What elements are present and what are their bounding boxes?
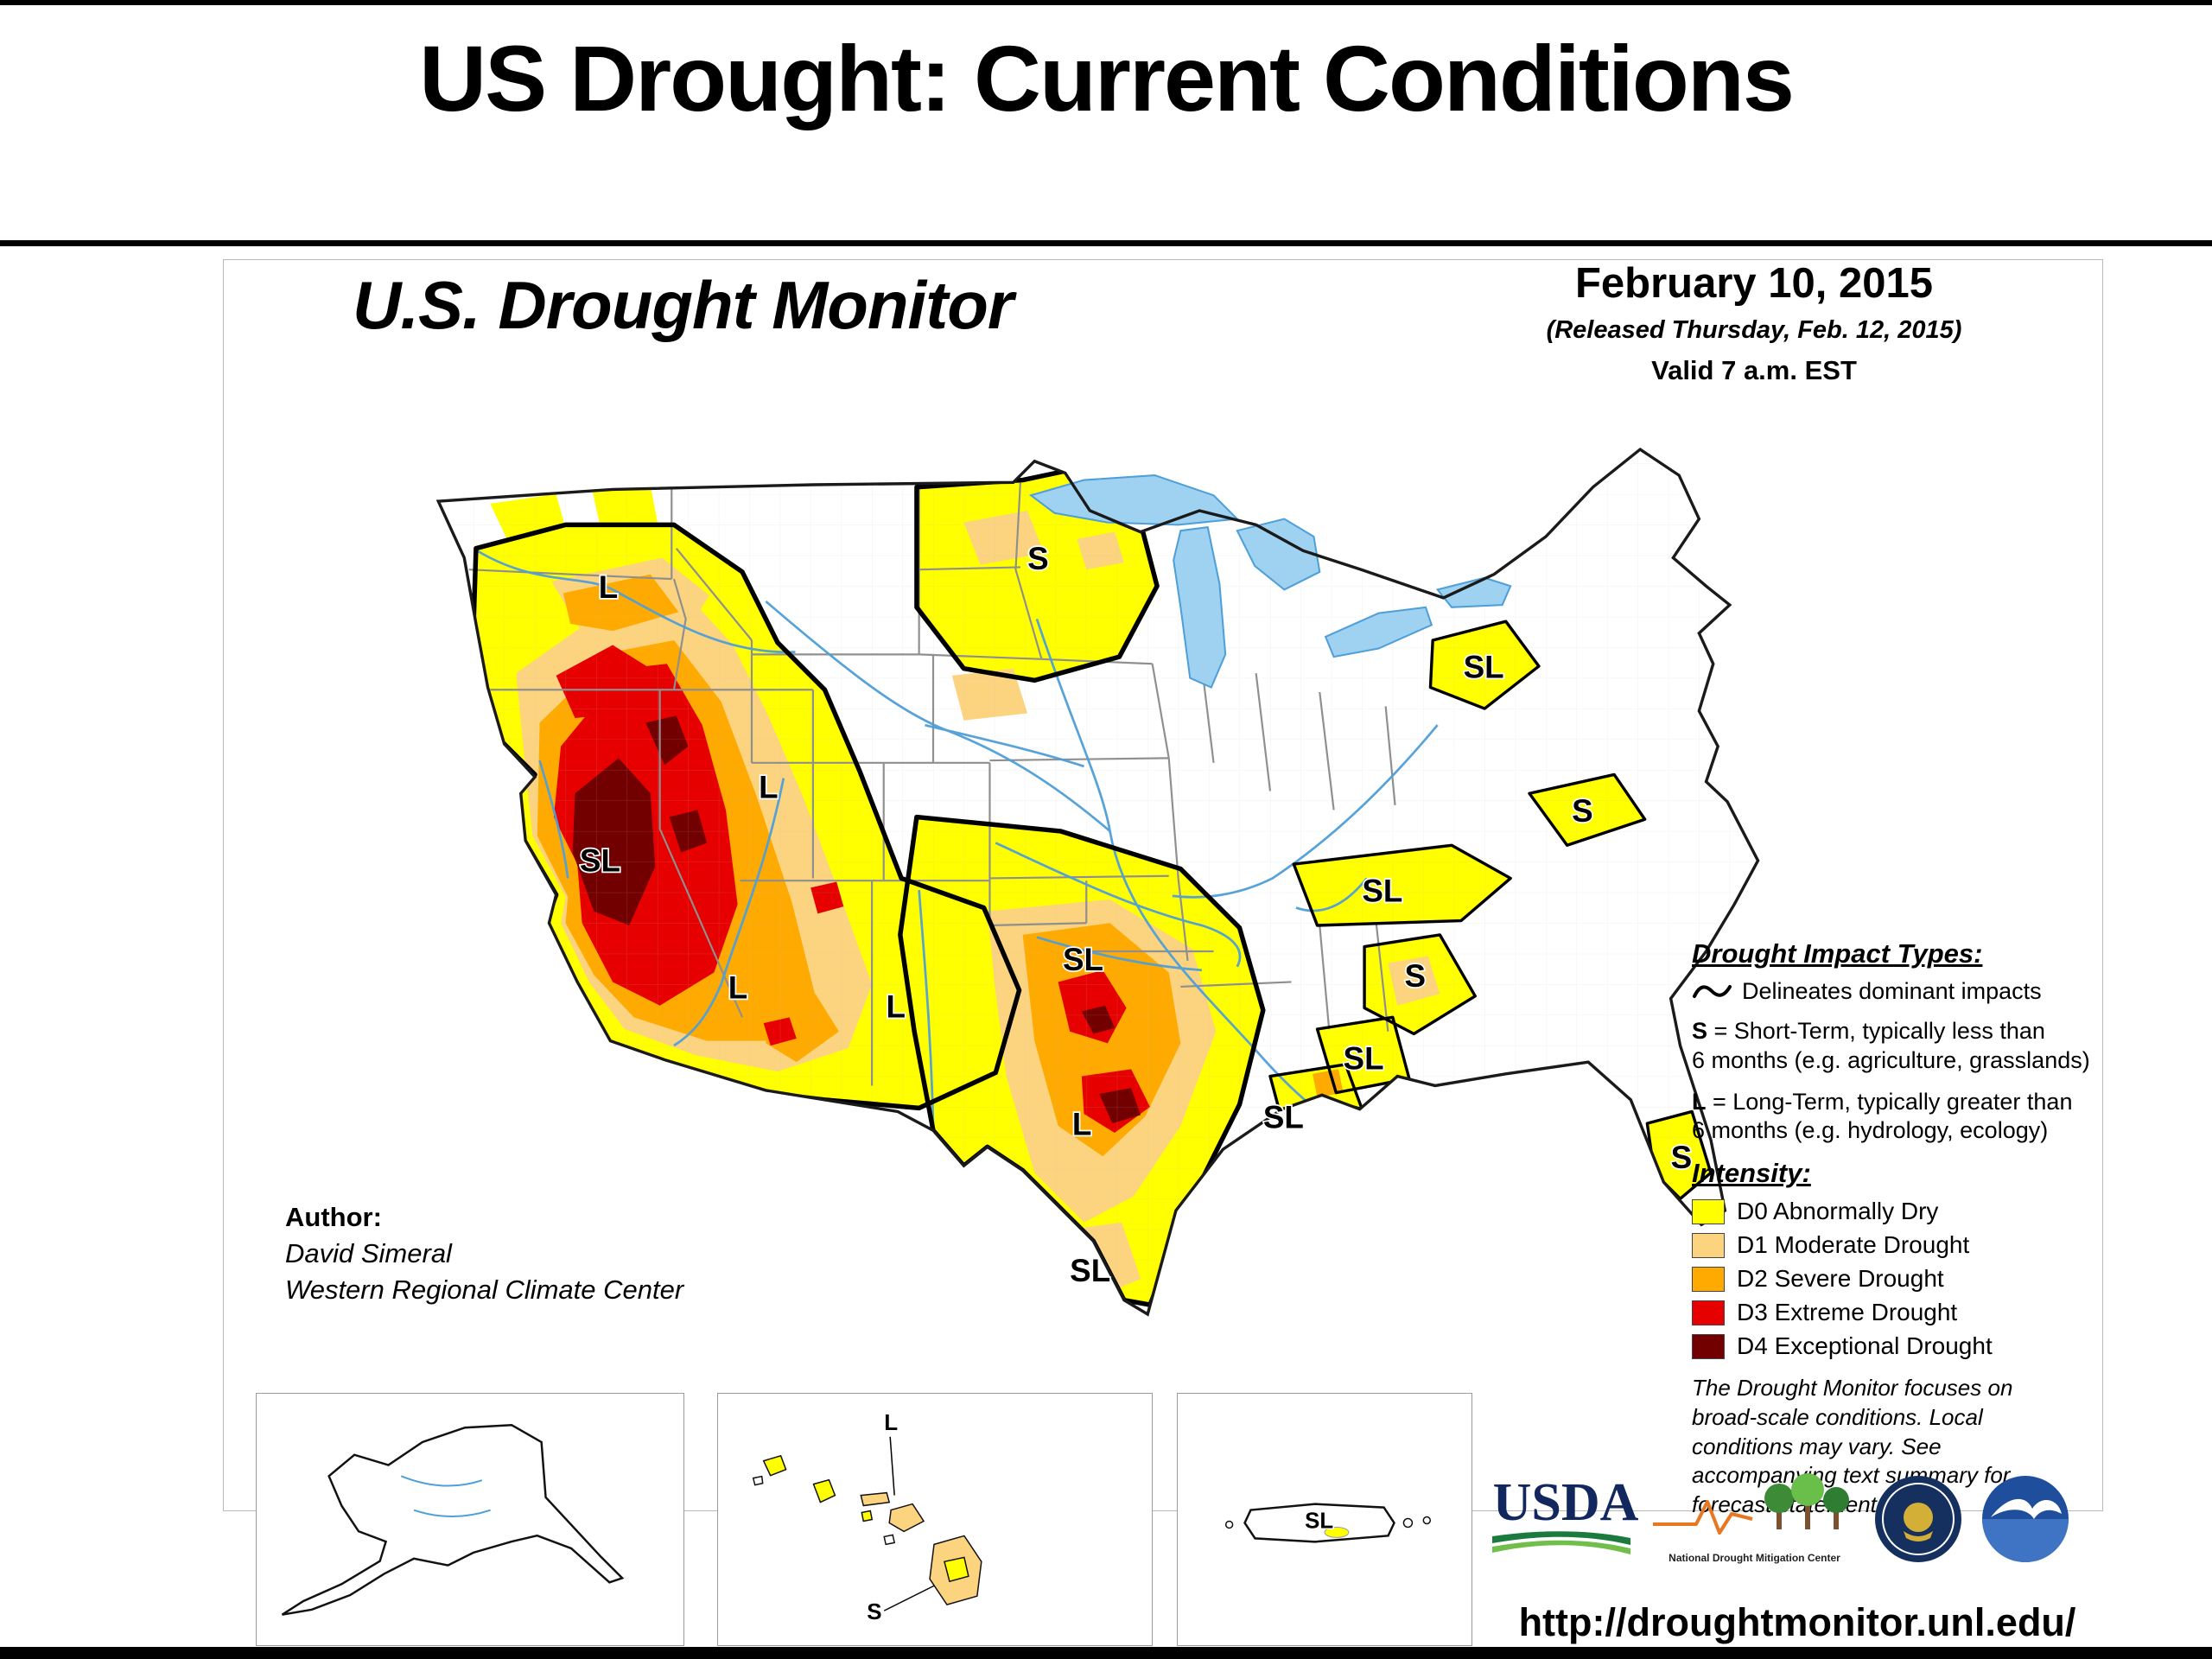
hawaii-short-term-label: S (867, 1600, 881, 1624)
disclaimer-text: The Drought Monitor focuses on broad-sca… (1692, 1375, 2013, 1518)
short-term-definition: S = Short-Term, typically less than 6 mo… (1692, 1018, 2090, 1073)
alaska-svg (281, 1424, 625, 1616)
commerce-seal-icon (1875, 1476, 1961, 1562)
legend-item-d4: D4 Exceptional Drought (1692, 1332, 2098, 1360)
rivers (476, 550, 1439, 1126)
map-label-louisiana: SL (1263, 1100, 1304, 1135)
alaska-river-2 (413, 1509, 491, 1518)
long-term-definition: L = Long-Term, typically greater than 6 … (1692, 1088, 2073, 1144)
d0-swatch (1692, 1198, 1725, 1224)
map-label-oregon: L (599, 569, 618, 605)
d4-swatch (1692, 1333, 1725, 1359)
squiggle-icon (1693, 984, 1732, 998)
map-label-alabama: SL (1344, 1040, 1384, 1076)
delineates-row: Delineates dominant impacts (1692, 978, 2098, 1005)
puerto-rico-outline (1243, 1503, 1395, 1543)
d4-label: D4 Exceptional Drought (1737, 1332, 1993, 1359)
alaska-outline (281, 1424, 625, 1616)
legend-item-d2: D2 Severe Drought (1692, 1265, 2098, 1293)
d3-swatch (1692, 1300, 1725, 1325)
legend-item-d3: D3 Extreme Drought (1692, 1299, 2098, 1326)
map-label-georgia: S (1404, 958, 1426, 994)
noaa-logo (1980, 1474, 2070, 1564)
date-block: February 10, 2015 (Released Thursday, Fe… (1469, 259, 2039, 386)
monitor-released-date: (Released Thursday, Feb. 12, 2015) (1546, 316, 1962, 344)
author-name: David Simeral (285, 1237, 452, 1268)
ndmc-logo: National Drought Mitigation Center (1649, 1471, 1860, 1564)
usda-wordmark: USDA (1492, 1473, 1639, 1532)
top-border-bar (0, 0, 2212, 5)
map-label-virginia: S (1572, 793, 1593, 829)
legend-item-d0: D0 Abnormally Dry (1692, 1198, 2098, 1225)
usda-swoosh-icon (1492, 1531, 1630, 1554)
vieques-island (1402, 1517, 1414, 1529)
map-label-new-mexico: L (886, 988, 905, 1024)
delineates-text: Delineates dominant impacts (1742, 978, 2042, 1004)
us-map-svg: L SL L L L S SL L SL SL SL S S SL SL S (435, 447, 1760, 1317)
usda-logo: USDA (1488, 1473, 1643, 1559)
hawaii-svg: L S (752, 1411, 982, 1624)
map-label-south-texas: SL (1070, 1253, 1110, 1288)
bottom-border-bar (0, 1647, 2212, 1659)
map-label-florida: S (1671, 1140, 1693, 1175)
map-label-new-york: SL (1464, 650, 1504, 685)
d2-swatch (1692, 1266, 1725, 1292)
impact-labels: L SL L L L S SL L SL SL SL S S SL SL S (578, 539, 1694, 1289)
alaska-river-1 (400, 1475, 483, 1487)
puerto-rico-d0-area (1324, 1526, 1350, 1538)
monitor-url: http://droughtmonitor.unl.edu/ (1518, 1600, 2076, 1644)
d1-label: D1 Moderate Drought (1737, 1231, 1970, 1258)
monitor-valid-time: Valid 7 a.m. EST (1651, 355, 1857, 385)
commerce-seal-logo (1873, 1474, 1963, 1564)
map-label-central-texas: L (1072, 1107, 1091, 1142)
hawaii-label-line-s (883, 1584, 937, 1611)
author-org: Western Regional Climate Center (285, 1274, 684, 1305)
d0-label: D0 Abnormally Dry (1737, 1198, 1939, 1224)
slide-title: US Drought: Current Conditions (419, 26, 1795, 130)
map-label-california: SL (580, 842, 620, 878)
d2-label: D2 Severe Drought (1737, 1265, 1944, 1292)
hawaii-label-line-l (889, 1436, 895, 1496)
culebra-island (1422, 1516, 1432, 1525)
ndmc-trees-icon (1653, 1473, 1849, 1535)
legend-item-d1: D1 Moderate Drought (1692, 1231, 2098, 1259)
noaa-icon (1982, 1476, 2069, 1562)
map-label-tennessee: SL (1362, 874, 1402, 909)
impact-types-title: Drought Impact Types: (1692, 938, 1983, 969)
author-label: Author: (285, 1202, 382, 1232)
puerto-rico-svg: SL (1224, 1503, 1432, 1543)
monitor-date: February 10, 2015 (1574, 260, 1934, 307)
mona-island (1224, 1520, 1234, 1529)
map-label-oklahoma-texas: SL (1063, 942, 1103, 977)
title-divider (0, 240, 2212, 246)
great-lakes (1028, 474, 1512, 689)
us-drought-map: L SL L L L S SL L SL SL SL S S SL SL S (259, 372, 1815, 1357)
map-label-arizona: L (728, 970, 747, 1006)
author-block: Author: David Simeral Western Regional C… (285, 1199, 683, 1308)
map-label-utah: L (759, 770, 778, 805)
hawaii-long-term-label: L (884, 1411, 898, 1435)
puerto-rico-label: SL (1305, 1509, 1333, 1533)
intensity-title: Intensity: (1692, 1158, 1811, 1188)
d1-swatch (1692, 1232, 1725, 1258)
monitor-title: U.S. Drought Monitor (337, 266, 1029, 345)
inset-map-hawaii: L S (717, 1393, 1153, 1646)
inset-map-alaska (256, 1393, 684, 1646)
ndmc-caption: National Drought Mitigation Center (1669, 1552, 1840, 1564)
hawaii-islands (752, 1454, 982, 1606)
map-label-minnesota: S (1027, 541, 1049, 576)
inset-map-puerto-rico: SL (1177, 1393, 1472, 1646)
d3-label: D3 Extreme Drought (1737, 1299, 1958, 1325)
legend: Drought Impact Types: Delineates dominan… (1692, 938, 2098, 1520)
